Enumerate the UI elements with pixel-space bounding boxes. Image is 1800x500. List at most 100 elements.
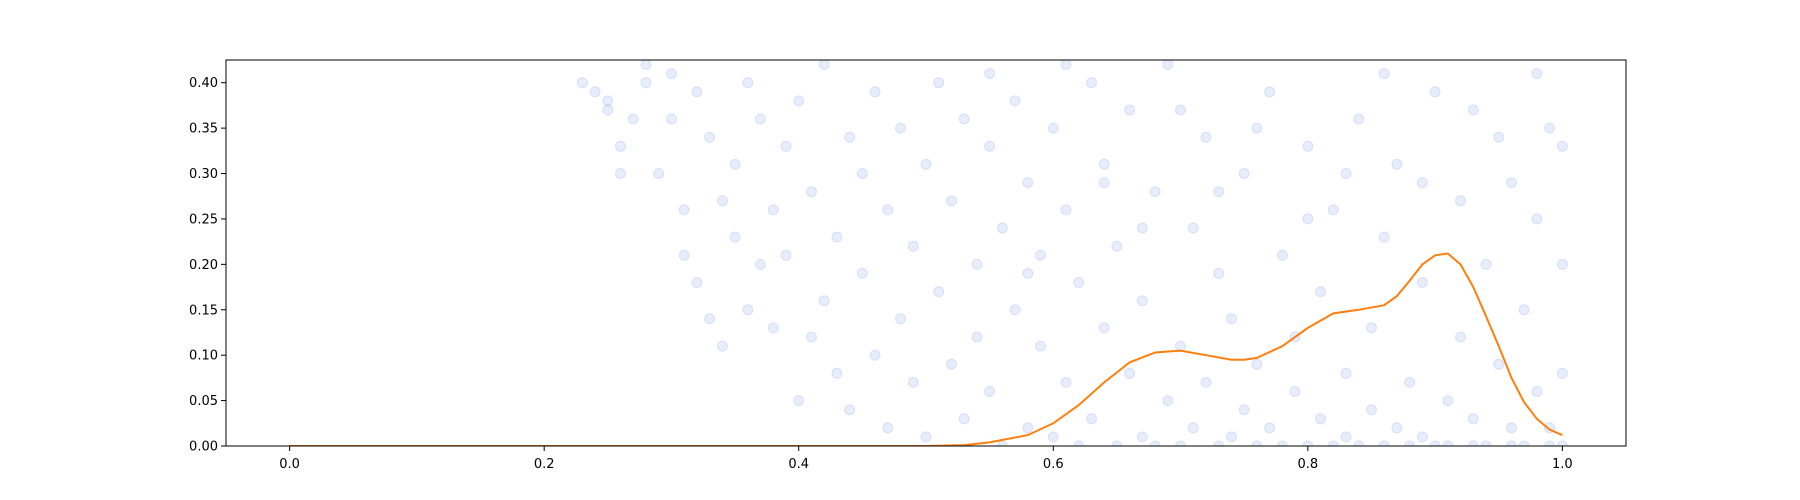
scatter-point-125 <box>1391 158 1403 170</box>
scatter-point-75 <box>1073 277 1085 288</box>
y-tick-label: 0.15 <box>189 303 218 318</box>
scatter-point-135 <box>1455 195 1466 207</box>
scatter-point-103 <box>1251 358 1263 370</box>
scatter-point-58 <box>971 258 983 270</box>
scatter-point-152 <box>1556 440 1568 446</box>
scatter-point-82 <box>1124 367 1136 379</box>
scatter-point-118 <box>1353 113 1365 125</box>
scatter-point-150 <box>1556 140 1568 152</box>
scatter-point-52 <box>933 286 945 298</box>
scatter-point-83 <box>1124 104 1136 116</box>
scatter-point-116 <box>1340 367 1352 379</box>
scatter-point-157 <box>1467 104 1479 116</box>
scatter-point-71 <box>1047 431 1059 443</box>
scatter-point-40 <box>856 267 868 279</box>
scatter-point-38 <box>844 131 856 143</box>
scatter-point-131 <box>1429 86 1441 98</box>
scatter-point-33 <box>806 186 817 198</box>
scatter-point-169 <box>984 68 996 80</box>
scatter-point-32 <box>806 331 817 343</box>
y-axis: 0.00 0.05 0.10 0.15 0.20 0.25 0.30 0.35 0.40 <box>189 76 226 455</box>
scatter-point-120 <box>1366 322 1377 334</box>
density-line-layer <box>289 252 1563 446</box>
scatter-point-44 <box>882 204 894 216</box>
scatter-point-18 <box>716 195 728 207</box>
scatter-point-24 <box>755 258 766 270</box>
scatter-point-86 <box>1149 186 1161 198</box>
scatter-point-154 <box>1544 122 1556 134</box>
y-tick-label: 0.35 <box>189 122 218 137</box>
y-tick-label: 0.00 <box>189 440 218 455</box>
scatter-point-49 <box>907 376 919 388</box>
scatter-point-93 <box>1187 422 1199 434</box>
scatter-point-123 <box>1378 231 1390 243</box>
scatter-point-66 <box>1022 422 1034 434</box>
scatter-point-100 <box>1238 168 1250 179</box>
scatter-point-25 <box>755 113 766 125</box>
scatter-point-6 <box>627 113 639 125</box>
scatter-point-156 <box>1506 177 1517 189</box>
scatter-point-36 <box>831 231 843 243</box>
y-tick-label: 0.40 <box>189 76 218 91</box>
scatter-point-130 <box>1429 440 1441 446</box>
scatter-point-81 <box>1111 240 1123 252</box>
scatter-point-77 <box>1086 413 1097 425</box>
scatter-point-50 <box>920 158 932 170</box>
x-tick-label: 0.4 <box>788 457 809 472</box>
scatter-point-164 <box>1175 104 1186 116</box>
scatter-point-115 <box>1327 204 1339 216</box>
scatter-point-61 <box>984 386 996 397</box>
scatter-point-67 <box>1022 177 1034 189</box>
scatter-point-168 <box>1022 267 1034 279</box>
x-tick-label: 0.6 <box>1043 457 1064 472</box>
scatter-point-143 <box>1506 422 1517 434</box>
scatter-point-48 <box>907 240 919 252</box>
scatter-point-51 <box>920 431 932 443</box>
scatter-point-144 <box>1518 304 1530 316</box>
scatter-point-84 <box>1136 431 1148 443</box>
scatter-point-153 <box>1556 258 1568 270</box>
scatter-point-45 <box>882 422 894 434</box>
scatter-point-26 <box>767 204 779 216</box>
scatter-point-127 <box>1404 376 1416 388</box>
scatter-point-0 <box>576 77 588 89</box>
y-tick-label: 0.05 <box>189 394 218 409</box>
scatter-point-13 <box>678 249 690 261</box>
scatter-point-11 <box>666 68 677 80</box>
scatter-point-3 <box>602 104 614 116</box>
scatter-point-89 <box>1162 60 1174 70</box>
scatter-point-141 <box>1493 131 1505 143</box>
scatter-point-10 <box>666 113 677 125</box>
scatter-point-54 <box>946 358 957 370</box>
scatter-point-142 <box>1506 440 1517 446</box>
scatter-point-161 <box>1302 213 1314 225</box>
scatter-point-95 <box>1200 376 1212 388</box>
scatter-point-27 <box>767 322 779 334</box>
scatter-point-28 <box>780 140 792 152</box>
scatter-point-111 <box>1302 440 1314 446</box>
y-tick-label: 0.25 <box>189 212 218 227</box>
density-line <box>289 252 1563 446</box>
scatter-point-104 <box>1264 86 1276 98</box>
scatter-point-132 <box>1442 395 1454 407</box>
scatter-point-162 <box>1251 122 1263 134</box>
scatter-point-69 <box>1035 249 1046 261</box>
scatter-point-96 <box>1213 440 1225 446</box>
scatter-point-147 <box>1531 213 1543 225</box>
scatter-point-158 <box>1416 177 1428 189</box>
scatter-point-145 <box>1518 440 1530 446</box>
scatter-point-41 <box>856 168 868 179</box>
scatter-point-9 <box>653 168 665 179</box>
scatter-point-17 <box>704 131 716 143</box>
scatter-point-148 <box>1544 440 1556 446</box>
scatter-point-80 <box>1111 440 1123 446</box>
scatter-point-87 <box>1149 440 1161 446</box>
scatter-point-140 <box>1493 358 1505 370</box>
scatter-point-139 <box>1480 440 1492 446</box>
scatter-point-102 <box>1251 440 1263 446</box>
scatter-point-64 <box>1009 304 1021 316</box>
x-tick-label: 1.0 <box>1552 457 1573 472</box>
scatter-point-42 <box>869 349 881 361</box>
scatter-point-53 <box>933 77 945 89</box>
